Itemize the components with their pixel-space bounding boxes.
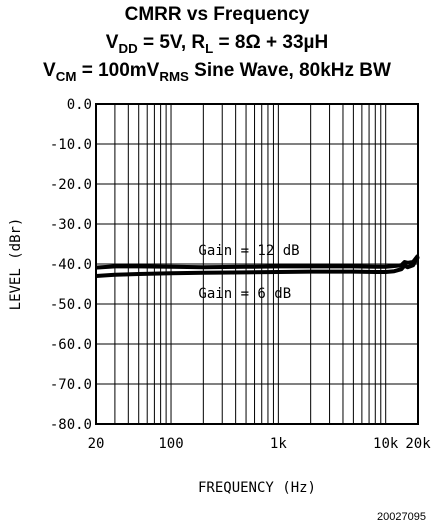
plot-frame <box>95 103 419 425</box>
title2-sub-a: DD <box>118 40 138 56</box>
title2-part-a: V <box>105 32 119 53</box>
series-lines <box>95 254 420 278</box>
y-tick-label-6: -60.0 <box>50 337 92 353</box>
y-tick-label-4: -40.0 <box>50 257 92 273</box>
annotations: Gain = 12 dB Gain = 6 dB <box>198 243 299 302</box>
y-tick-label-1: -10.0 <box>50 137 92 153</box>
y-tick-label-3: -30.0 <box>50 217 92 233</box>
title2-part-c: = 8Ω + 33µH <box>213 32 329 53</box>
x-tick-label-3: 10k <box>373 436 399 452</box>
y-axis-label: LEVEL (dBr) <box>8 218 24 311</box>
y-tick-labels: 0.0 -10.0 -20.0 -30.0 -40.0 -50.0 -60.0 -70.0 -8… <box>50 97 92 433</box>
y-tick-label-8: -80.0 <box>50 417 92 433</box>
title3-part-c: Sine Wave, 80kHz BW <box>188 60 391 81</box>
title3-sub-a: CM <box>55 68 77 84</box>
chart-title-line3: VCM = 100mVRMS Sine Wave, 80kHz BW <box>0 60 434 84</box>
y-tick-label-0: 0.0 <box>67 97 92 113</box>
y-tick-label-7: -70.0 <box>50 377 92 393</box>
title3-part-b: = 100mV <box>76 60 160 81</box>
title3-sub-b: RMS <box>159 68 189 84</box>
x-axis-label: FREQUENCY (Hz) <box>198 480 316 496</box>
y-tick-label-5: -50.0 <box>50 297 92 313</box>
title2-sub-b: L <box>205 40 214 56</box>
title2-part-b: = 5V, R <box>137 32 206 53</box>
x-tick-label-2: 1k <box>270 436 287 452</box>
series-line-2 <box>95 255 420 278</box>
x-tick-label-4: 20k <box>405 436 431 452</box>
series-label-2: Gain = 6 dB <box>198 286 291 302</box>
chart-title-line2: VDD = 5V, RL = 8Ω + 33µH <box>0 32 434 56</box>
y-tick-label-2: -20.0 <box>50 177 92 193</box>
grid <box>96 103 418 425</box>
title3-part-a: V <box>43 60 56 81</box>
figure-code: 20027095 <box>377 511 426 523</box>
x-tick-label-1: 100 <box>158 436 183 452</box>
series-line-1 <box>95 254 420 270</box>
chart-title-line1: CMRR vs Frequency <box>124 4 310 25</box>
x-tick-labels: 20 100 1k 10k 20k <box>88 436 432 452</box>
series-label-1: Gain = 12 dB <box>198 243 299 259</box>
x-tick-label-0: 20 <box>88 436 105 452</box>
